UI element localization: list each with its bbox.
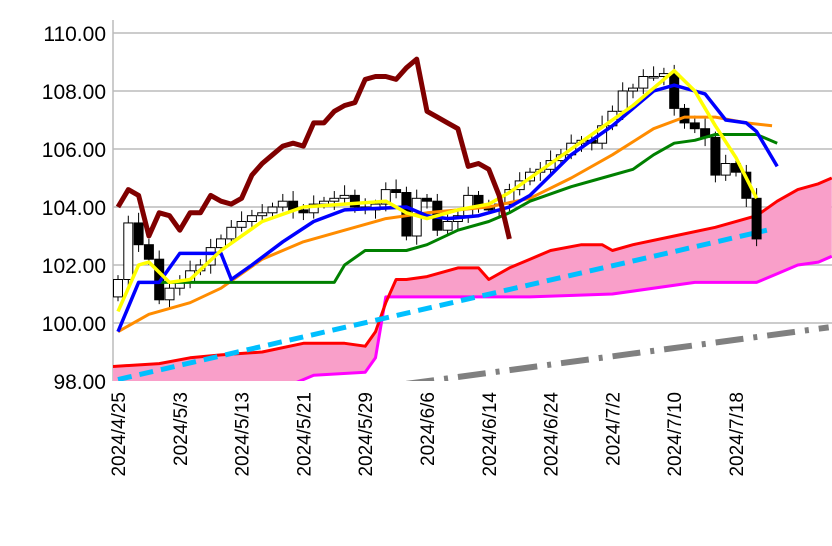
gridlines (112, 20, 832, 381)
candle (133, 212, 144, 252)
bearish-candle-body (391, 189, 402, 194)
bullish-candle-body (463, 194, 474, 217)
candle (628, 83, 638, 99)
y-tick-label: 106.00 (42, 139, 106, 162)
bullish-candle-body (267, 206, 278, 214)
bearish-candle-body (422, 197, 432, 202)
x-axis: 2024/4/25 2024/5/3 2024/5/13 2024/5/21 2024/… (109, 392, 748, 477)
x-tick-label: 2024/7/18 (727, 392, 748, 477)
candle (442, 211, 453, 235)
y-axis: 98.00 100.00 102.00 104.00 106.00 108.00 110.0… (42, 23, 106, 394)
y-tick-label: 100.00 (42, 313, 106, 336)
tenkan-line (116, 83, 779, 333)
x-tick-label: 2024/6/14 (480, 392, 501, 477)
bullish-candle-body (308, 203, 319, 214)
bearish-candle-body (751, 197, 762, 240)
x-tick-label: 2024/5/29 (356, 392, 377, 477)
candle (710, 131, 721, 183)
candle (700, 118, 711, 147)
bearish-candle-body (133, 222, 144, 246)
bullish-candle-body (380, 189, 391, 205)
candle (720, 154, 731, 181)
candle (648, 66, 659, 81)
y-tick-label: 104.00 (42, 197, 106, 220)
bullish-candle-body (339, 194, 350, 199)
y-tick-label: 98.00 (53, 371, 106, 394)
bullish-candle-body (617, 90, 628, 112)
candle (669, 64, 680, 116)
senkou-b-line (296, 254, 832, 381)
bullish-candle-body (226, 226, 237, 240)
bullish-candle-body (442, 221, 453, 231)
bearish-candle-body (689, 122, 700, 130)
y-tick-label: 110.00 (43, 23, 106, 46)
bullish-candle-body (246, 215, 257, 222)
senkou-a-line (113, 176, 832, 368)
y-tick-label: 108.00 (42, 81, 106, 104)
bullish-candle-body (164, 287, 175, 301)
x-tick-label: 2024/7/2 (603, 392, 624, 466)
candle (236, 211, 247, 232)
x-tick-label: 2024/4/25 (109, 392, 130, 477)
bullish-candle-body (648, 76, 659, 79)
x-tick-label: 2024/5/13 (233, 392, 254, 477)
ma-short-line (116, 68, 759, 313)
x-tick-label: 2024/5/21 (294, 392, 315, 477)
candle (391, 179, 402, 199)
bullish-candle-body (277, 200, 288, 208)
bearish-candle-body (143, 244, 154, 260)
x-tick-label: 2024/6/24 (542, 392, 563, 477)
chikou-line (115, 56, 512, 240)
bullish-candle-body (236, 221, 247, 228)
bearish-candle-body (349, 194, 360, 208)
candle (277, 193, 288, 212)
bullish-candle-body (257, 212, 268, 217)
y-tick-label: 102.00 (42, 255, 106, 278)
candle (267, 202, 278, 219)
bullish-candle-body (123, 222, 134, 280)
bullish-candle-body (628, 87, 638, 92)
x-tick-label: 2024/7/10 (665, 392, 686, 477)
candle (452, 209, 463, 231)
bullish-candle-body (720, 163, 731, 176)
bullish-candle-body (329, 197, 340, 202)
candle (339, 185, 350, 206)
candle (226, 220, 237, 245)
kijun-line (159, 133, 778, 284)
candle (113, 275, 123, 302)
ichimoku-cloud (113, 178, 832, 381)
candle (123, 215, 134, 289)
bearish-candle-body (298, 209, 309, 214)
bearish-candle-body (669, 73, 680, 109)
x-tick-label: 2024/5/3 (171, 392, 192, 466)
candle (329, 191, 340, 210)
bullish-candle-body (113, 279, 123, 298)
trend-dashed-line (117, 227, 768, 381)
plot-area (113, 56, 832, 381)
candle (174, 275, 185, 296)
candle (638, 69, 649, 94)
bullish-candle-body (638, 76, 649, 89)
candle (422, 193, 432, 209)
bullish-candle-body (216, 238, 226, 249)
x-tick-label: 2024/6/6 (418, 392, 439, 466)
bearish-candle-body (710, 136, 721, 176)
candle (288, 191, 299, 219)
candle (164, 283, 175, 309)
trend-dashdot-line (406, 324, 830, 381)
